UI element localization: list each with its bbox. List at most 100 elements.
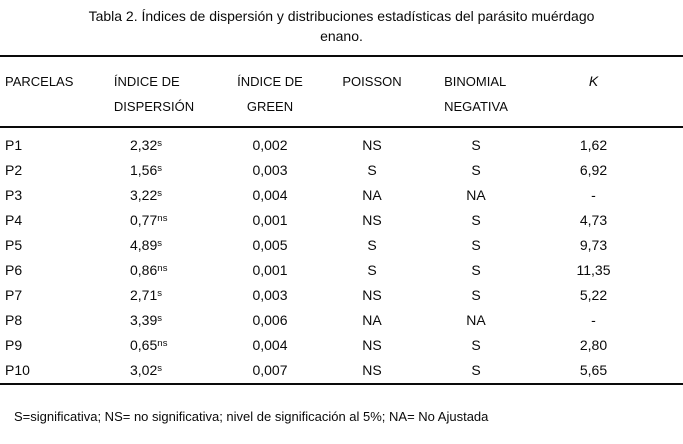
indice-green-header-line1: ÍNDICE DE: [237, 74, 303, 89]
cell-k: 11,35: [576, 262, 611, 278]
dispersion-value: 4,89: [130, 237, 158, 253]
cell-indice-green: 0,003: [252, 162, 288, 178]
indice-green-header-line2: GREEN: [246, 99, 294, 114]
cell-indice-dispersion: 0,77ns: [96, 208, 212, 233]
cell-parcela: P10: [5, 362, 30, 378]
paper-page: Tabla 2. Índices de dispersión y distrib…: [0, 6, 683, 444]
binomial-negativa-header-line2: NEGATIVA: [444, 99, 508, 114]
cell-poisson: NS: [362, 362, 382, 378]
table-row: P2 1,56s 0,003 S S 6,92: [0, 158, 683, 183]
cell-k: 9,73: [579, 237, 608, 253]
cell-parcela: P7: [5, 287, 23, 303]
significance-superscript: s: [157, 288, 163, 299]
dispersion-value: 0,86: [130, 262, 158, 278]
significance-superscript: s: [157, 313, 163, 324]
dispersion-value: 3,39: [130, 312, 158, 328]
table-row: P8 3,39s 0,006 NA NA -: [0, 308, 683, 333]
cell-binomial-negativa: S: [471, 262, 481, 278]
header-row: PARCELAS ÍNDICE DE DISPERSIÓN ÍNDICE DE GR…: [0, 56, 683, 127]
dispersion-value: 3,02: [130, 362, 158, 378]
cell-indice-green: 0,005: [252, 237, 288, 253]
cell-indice-green: 0,002: [252, 137, 288, 153]
cell-k: 5,22: [579, 287, 608, 303]
dispersion-value: 2,32: [130, 137, 158, 153]
significance-superscript: s: [157, 188, 163, 199]
cell-poisson: NS: [362, 337, 382, 353]
table-caption-line1: Tabla 2. Índices de dispersión y distrib…: [88, 8, 595, 24]
cell-indice-dispersion: 0,65ns: [96, 333, 212, 358]
dispersion-value: 0,65: [130, 337, 158, 353]
cell-indice-green: 0,003: [252, 287, 288, 303]
col-header-k: K: [588, 73, 599, 89]
table-row: P7 2,71s 0,003 NS S 5,22: [0, 283, 683, 308]
cell-k: 4,73: [579, 212, 608, 228]
cell-indice-dispersion: 2,32s: [96, 127, 212, 158]
significance-superscript: ns: [157, 263, 168, 274]
cell-parcela: P4: [5, 212, 23, 228]
table-caption-line2: enano.: [320, 28, 363, 44]
indice-dispersion-header-line2: DISPERSIÓN: [113, 99, 195, 114]
dispersion-value: 1,56: [130, 162, 158, 178]
col-header-indice-green: ÍNDICE DE GREEN: [212, 56, 328, 127]
cell-indice-dispersion: 0,86ns: [96, 258, 212, 283]
cell-indice-dispersion: 1,56s: [96, 158, 212, 183]
cell-binomial-negativa: S: [471, 137, 481, 153]
significance-superscript: ns: [157, 213, 168, 224]
indice-dispersion-header-block: ÍNDICE DE DISPERSIÓN: [114, 69, 194, 119]
cell-parcela: P6: [5, 262, 23, 278]
cell-poisson: S: [367, 237, 377, 253]
dispersion-value: 3,22: [130, 187, 158, 203]
cell-indice-dispersion: 4,89s: [96, 233, 212, 258]
cell-indice-dispersion: 3,22s: [96, 183, 212, 208]
significance-superscript: s: [157, 163, 163, 174]
col-header-binomial-negativa: BINOMIAL NEGATIVA: [416, 56, 536, 127]
cell-indice-green: 0,001: [252, 262, 288, 278]
col-header-indice-dispersion: ÍNDICE DE DISPERSIÓN: [96, 56, 212, 127]
indice-dispersion-header-line1: ÍNDICE DE: [113, 74, 180, 89]
table-row: P4 0,77ns 0,001 NS S 4,73: [0, 208, 683, 233]
dispersion-value: 2,71: [130, 287, 158, 303]
cell-parcela: P8: [5, 312, 23, 328]
binomial-negativa-header-line1: BINOMIAL: [444, 74, 507, 89]
significance-superscript: s: [157, 138, 163, 149]
dispersion-indices-table: PARCELAS ÍNDICE DE DISPERSIÓN ÍNDICE DE GR…: [0, 55, 683, 385]
col-header-poisson: POISSON: [342, 74, 402, 89]
cell-poisson: NS: [362, 212, 382, 228]
cell-parcela: P1: [5, 137, 23, 153]
significance-superscript: ns: [157, 338, 168, 349]
cell-binomial-negativa: S: [471, 287, 481, 303]
cell-binomial-negativa: S: [471, 162, 481, 178]
cell-indice-green: 0,004: [252, 337, 288, 353]
cell-binomial-negativa: S: [471, 237, 481, 253]
cell-k: 1,62: [579, 137, 608, 153]
dispersion-value: 0,77: [130, 212, 158, 228]
cell-poisson: NA: [362, 187, 382, 203]
cell-indice-dispersion: 3,02s: [96, 358, 212, 384]
cell-poisson: NA: [362, 312, 382, 328]
table-row: P10 3,02s 0,007 NS S 5,65: [0, 358, 683, 384]
cell-k: -: [591, 312, 596, 328]
table-footnote: S=significativa; NS= no significativa; n…: [14, 409, 489, 424]
significance-superscript: s: [157, 363, 163, 374]
cell-k: 2,80: [579, 337, 608, 353]
cell-k: -: [591, 187, 596, 203]
cell-indice-green: 0,007: [252, 362, 288, 378]
cell-poisson: NS: [362, 287, 382, 303]
cell-binomial-negativa: NA: [466, 312, 486, 328]
significance-superscript: s: [157, 238, 163, 249]
cell-binomial-negativa: S: [471, 362, 481, 378]
table-row: P1 2,32s 0,002 NS S 1,62: [0, 127, 683, 158]
cell-indice-green: 0,004: [252, 187, 288, 203]
cell-parcela: P9: [5, 337, 23, 353]
cell-indice-dispersion: 3,39s: [96, 308, 212, 333]
cell-parcela: P3: [5, 187, 23, 203]
table-row: P3 3,22s 0,004 NA NA -: [0, 183, 683, 208]
cell-poisson: S: [367, 262, 377, 278]
table-caption: Tabla 2. Índices de dispersión y distrib…: [0, 6, 683, 46]
binomial-negativa-header-block: BINOMIAL NEGATIVA: [444, 69, 508, 119]
cell-k: 6,92: [579, 162, 608, 178]
cell-indice-green: 0,006: [252, 312, 288, 328]
table-row: P9 0,65ns 0,004 NS S 2,80: [0, 333, 683, 358]
cell-poisson: NS: [362, 137, 382, 153]
cell-parcela: P2: [5, 162, 23, 178]
